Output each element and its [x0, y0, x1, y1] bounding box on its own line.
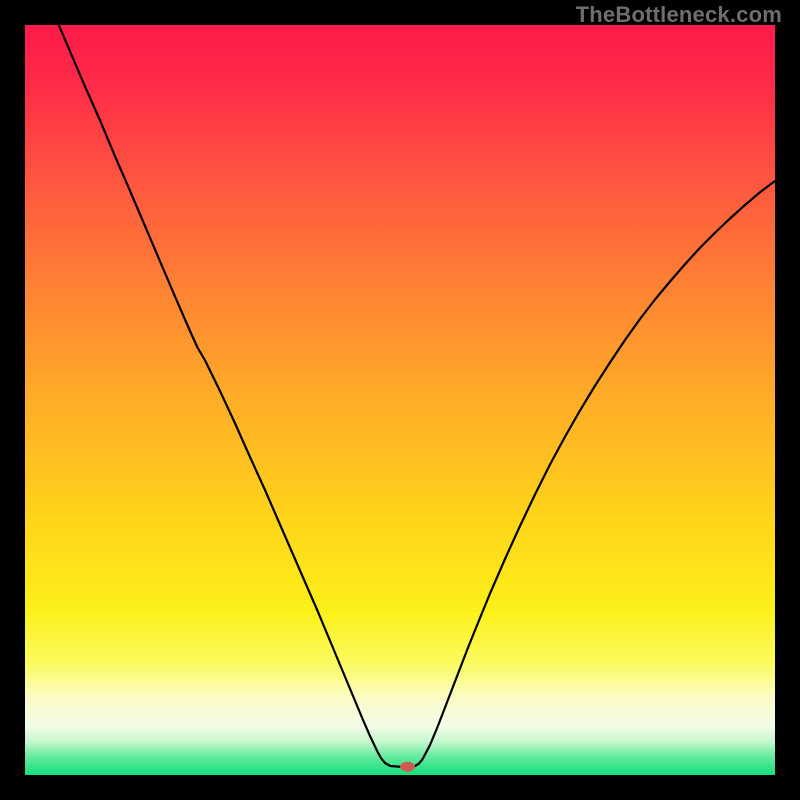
- chart-frame: TheBottleneck.com: [0, 0, 800, 800]
- optimal-point-marker: [400, 762, 415, 772]
- bottleneck-chart: [25, 25, 775, 775]
- chart-background: [25, 25, 775, 775]
